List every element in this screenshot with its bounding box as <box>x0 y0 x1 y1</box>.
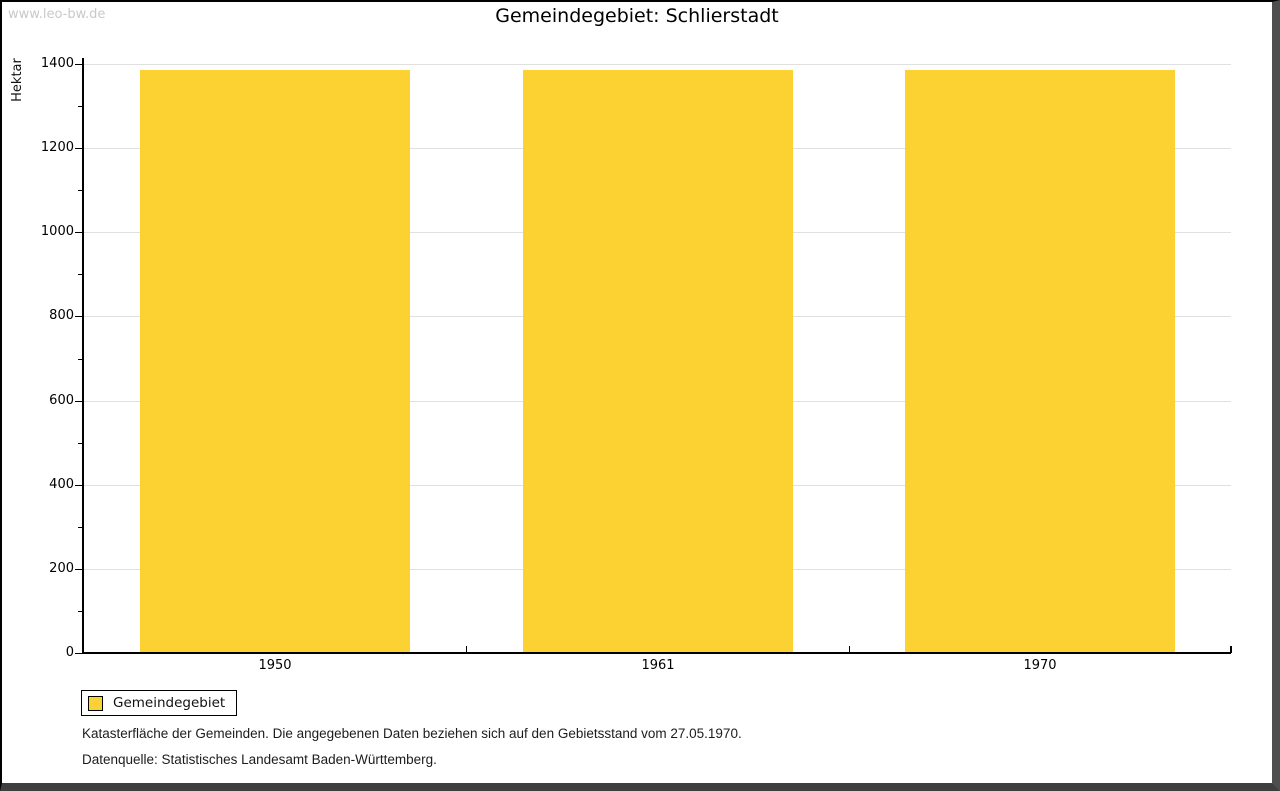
y-tick-label: 400 <box>49 477 74 492</box>
x-boundary-tick <box>849 646 850 653</box>
y-minor-tick <box>78 190 82 191</box>
y-gridline <box>84 64 1231 65</box>
legend-label: Gemeindegebiet <box>113 695 226 711</box>
y-minor-tick <box>78 527 82 528</box>
bar-1950 <box>140 70 410 652</box>
x-axis-line <box>82 652 1231 654</box>
y-major-tick <box>75 569 82 570</box>
y-tick-label: 1000 <box>40 224 74 239</box>
y-minor-tick <box>78 359 82 360</box>
datasource-text: Datenquelle: Statistisches Landesamt Bad… <box>82 752 437 767</box>
plot-area: 1950 1961 1970 0 200 400 600 800 1000 1200 1400 <box>2 2 1272 783</box>
y-major-tick <box>75 485 82 486</box>
y-tick-label: 800 <box>49 308 74 323</box>
y-major-tick <box>75 401 82 402</box>
x-tick-label: 1950 <box>258 658 292 673</box>
watermark: www.leo-bw.de <box>8 7 106 22</box>
y-major-tick <box>75 232 82 233</box>
y-major-tick <box>75 148 82 149</box>
footnote-text: Katasterfläche der Gemeinden. Die angege… <box>82 726 742 741</box>
legend-swatch <box>88 695 103 711</box>
legend: Gemeindegebiet <box>81 690 238 716</box>
y-tick-label: 1200 <box>40 140 74 155</box>
y-tick-label: 600 <box>49 393 74 408</box>
bar-1970 <box>905 70 1175 652</box>
x-axis-end-tick <box>1230 646 1232 653</box>
y-tick-label: 1400 <box>40 56 74 71</box>
y-minor-tick <box>78 106 82 107</box>
y-tick-label: 200 <box>49 561 74 576</box>
y-major-tick <box>75 316 82 317</box>
y-minor-tick <box>78 611 82 612</box>
y-major-tick <box>75 653 82 654</box>
x-boundary-tick <box>466 646 467 653</box>
chart-title: Gemeindegebiet: Schlierstadt <box>495 5 779 27</box>
y-axis-line <box>82 58 84 654</box>
bar-1961 <box>523 70 793 652</box>
y-minor-tick <box>78 443 82 444</box>
y-major-tick <box>75 64 82 65</box>
y-tick-label: 0 <box>65 645 74 660</box>
x-tick-label: 1970 <box>1023 658 1057 673</box>
y-minor-tick <box>78 274 82 275</box>
x-tick-label: 1961 <box>641 658 675 673</box>
